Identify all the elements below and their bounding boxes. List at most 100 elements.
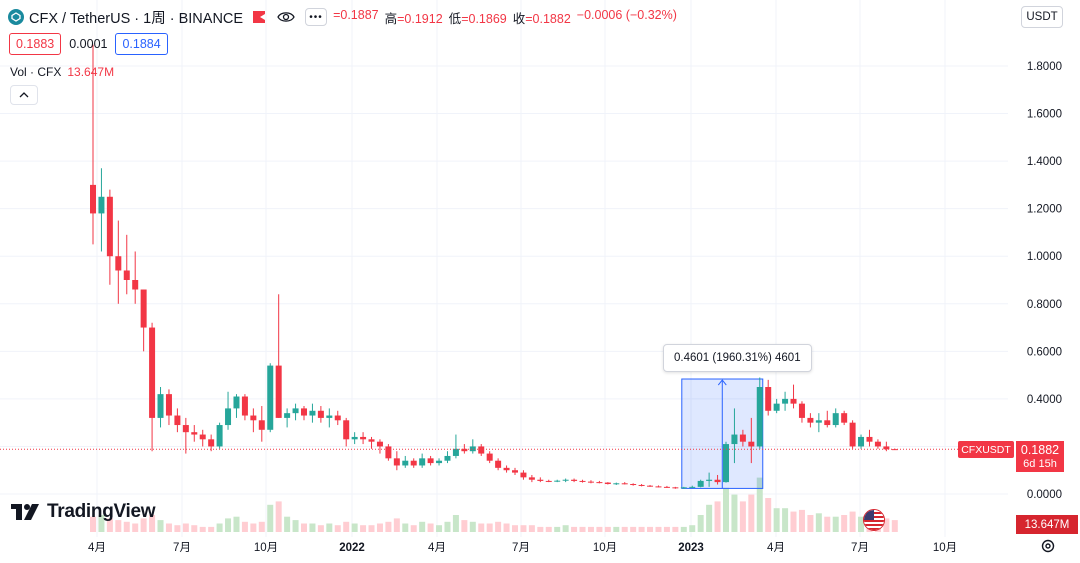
candle-body: [748, 441, 755, 447]
volume-bar: [545, 526, 552, 532]
volume-bar: [520, 525, 527, 532]
volume-bar: [680, 526, 687, 532]
candle-body: [360, 436, 367, 440]
volume-bar: [815, 513, 822, 532]
volume-bar: [208, 526, 215, 532]
volume-bar: [140, 518, 147, 532]
volume-bar: [225, 518, 232, 532]
volume-bar: [604, 526, 611, 532]
time-tick-label: 10月: [933, 542, 957, 554]
buy-price-button[interactable]: 0.1884: [115, 33, 168, 55]
volume-bar: [706, 504, 713, 532]
volume-bar: [385, 521, 392, 532]
candle-body: [858, 436, 865, 447]
candle-body: [199, 434, 206, 440]
volume-bar: [98, 515, 105, 532]
candle-body: [486, 453, 493, 461]
candle-body: [790, 398, 797, 404]
candle-body: [301, 408, 307, 416]
ohlc-close: 收=0.1882: [512, 11, 571, 26]
eye-icon[interactable]: [277, 10, 295, 24]
candle-body: [638, 484, 645, 486]
price-tick-label: 1.8000: [1027, 61, 1062, 73]
gear-icon[interactable]: [1040, 538, 1056, 554]
measure-tool: [681, 378, 764, 489]
candle-body: [503, 467, 510, 471]
candle-body: [385, 446, 392, 459]
candle-body: [250, 415, 257, 421]
ohlc-high: 高=0.1912: [384, 11, 443, 26]
us-flag-icon[interactable]: [863, 509, 885, 531]
time-tick-label: 7月: [173, 542, 191, 554]
candle-body: [765, 387, 772, 411]
volume-bar: [739, 501, 746, 532]
candle-body: [545, 480, 552, 482]
candle-body: [528, 477, 535, 480]
candle-body: [841, 413, 848, 423]
price-tick-label: 1.6000: [1027, 109, 1062, 121]
volume-bar: [199, 526, 206, 532]
candle-body: [98, 196, 105, 214]
grid: [0, 0, 1008, 537]
candle-body: [655, 486, 662, 488]
candle-body: [866, 436, 873, 442]
candle-body: [191, 432, 198, 435]
volume-bar: [90, 516, 96, 532]
candle-body: [267, 365, 274, 430]
time-tick-label: 10月: [593, 542, 617, 554]
candle-body: [132, 280, 139, 290]
volume-bar: [334, 525, 341, 532]
volume-bar: [798, 509, 805, 532]
volume-bar: [436, 525, 443, 532]
volume-bar: [410, 525, 417, 532]
volume-bar: [174, 525, 181, 532]
volume-bar: [748, 494, 755, 532]
more-options-icon[interactable]: •••: [305, 8, 328, 26]
price-tick-label: 0.0000: [1027, 489, 1062, 501]
candle-body: [402, 460, 409, 466]
candle-body: [376, 441, 383, 447]
volume-bar: [123, 521, 130, 532]
candle-body: [452, 448, 459, 456]
candle-body: [393, 458, 400, 466]
volume-bar: [621, 526, 628, 532]
candle-body: [782, 398, 789, 404]
volume-bar: [655, 526, 662, 532]
candle-body: [832, 413, 839, 426]
flag-icon[interactable]: [253, 11, 266, 23]
volume-bar: [858, 516, 865, 532]
volume-bar: [267, 504, 274, 532]
candle-body: [773, 403, 780, 411]
chevron-up-icon: [19, 92, 29, 98]
volume-bar: [596, 526, 603, 532]
price-tick-label: 0.6000: [1027, 346, 1062, 358]
collapse-legend-button[interactable]: [10, 85, 38, 105]
candle-body: [410, 460, 417, 466]
volume-bars: [90, 477, 898, 532]
candle-body: [554, 480, 561, 482]
tradingview-logo[interactable]: TradingView: [11, 501, 156, 523]
candle-body: [427, 458, 434, 464]
candle-body: [478, 446, 485, 454]
sell-price-button[interactable]: 0.1883: [9, 33, 62, 55]
price-tick-label: 0.4000: [1027, 394, 1062, 406]
volume-bar: [723, 487, 729, 532]
candle-body: [621, 483, 628, 485]
candle-body: [706, 479, 713, 481]
candle-body: [326, 415, 333, 418]
price-tick-label: 1.2000: [1027, 204, 1062, 216]
candle-body: [883, 446, 890, 450]
candle-body: [537, 479, 544, 481]
volume-bar: [469, 521, 476, 532]
currency-select[interactable]: USDT: [1021, 6, 1063, 28]
volume-bar: [191, 525, 198, 532]
spread-value: 0.0001: [69, 37, 108, 51]
price-axis: 1.8000 1.6000 1.4000 1.2000 1.0000 0.8000 0.60…: [1027, 61, 1062, 501]
measure-label: 0.4601 (1960.31%) 4601: [663, 344, 812, 372]
symbol-title[interactable]: CFX / TetherUS · 1周 · BINANCE: [29, 10, 244, 27]
candle-body: [157, 394, 164, 418]
candle-body: [106, 196, 113, 257]
candle-body: [225, 408, 232, 426]
candle-body: [680, 487, 687, 489]
